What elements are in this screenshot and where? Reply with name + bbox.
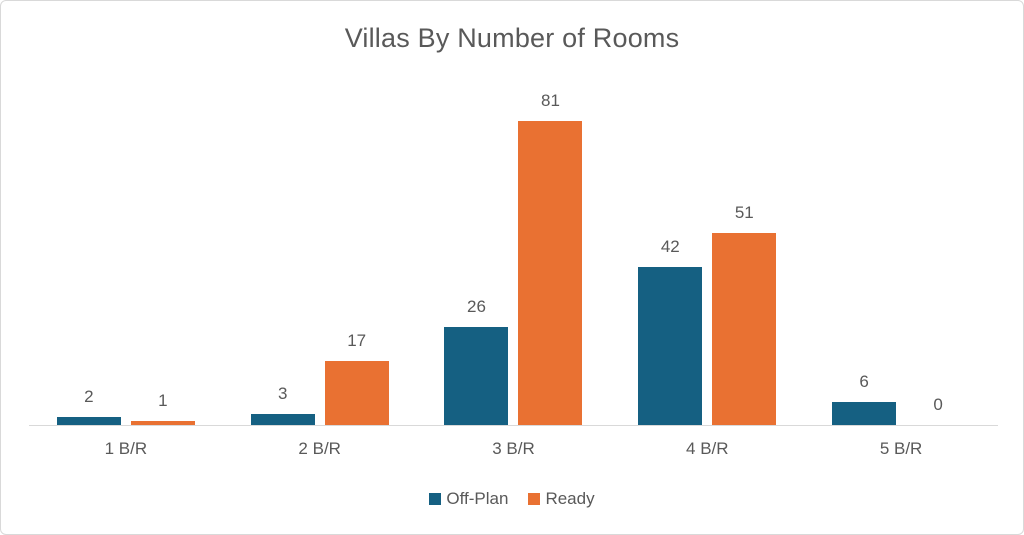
legend-label-ready: Ready: [545, 489, 595, 508]
bar-column: 42: [638, 237, 703, 425]
x-axis-label: 3 B/R: [492, 439, 535, 458]
bar-off-plan: [832, 402, 897, 425]
bar-column: 1: [130, 391, 195, 425]
bar-ready: [324, 361, 389, 425]
bar-column: 81: [518, 91, 583, 425]
bar-data-label: 2: [84, 387, 94, 406]
bar-data-label: 51: [734, 203, 754, 222]
bar-column: 26: [444, 297, 509, 425]
bar-column: 6: [832, 372, 897, 425]
chart-title: Villas By Number of Rooms: [344, 23, 680, 53]
bar-off-plan: [56, 417, 121, 425]
x-axis-label: 1 B/R: [104, 439, 148, 458]
bar-column: 17: [324, 331, 389, 425]
bar-column: 0: [906, 396, 970, 425]
bar-data-label: 17: [347, 331, 367, 350]
x-axis-labels: 1 B/R 2 B/R 3 B/R 4 B/R 5 B/R: [29, 439, 998, 459]
bar-ready: [712, 233, 777, 425]
bar-column: 2: [56, 387, 121, 425]
bar-ready: [518, 121, 583, 425]
bar-data-label: 0: [933, 395, 943, 414]
x-axis-label: 4 B/R: [686, 439, 729, 458]
bar-data-label: 26: [467, 297, 486, 316]
legend-swatch-ready: [528, 493, 541, 505]
bar-data-label: 42: [660, 237, 680, 256]
plot-area: 2 1 3 17 26 81 42 51 6 0: [29, 87, 998, 426]
legend-label-off-plan: Off-Plan: [446, 489, 509, 508]
bar-data-label: 1: [158, 391, 168, 410]
bar-data-label: 81: [541, 91, 560, 110]
legend: Off-Plan Ready: [1, 489, 1023, 509]
bar-off-plan: [638, 267, 703, 425]
x-axis-label: 2 B/R: [298, 439, 341, 458]
bar-off-plan: [250, 414, 315, 425]
bar-data-label: 3: [277, 384, 288, 403]
bar-column: 3: [250, 384, 315, 425]
x-axis-label: 5 B/R: [879, 439, 923, 458]
bar-group-3-b-r: 26 81: [417, 87, 611, 425]
bar-off-plan: [444, 327, 509, 425]
bar-group-4-b-r: 42 51: [610, 87, 804, 425]
legend-item-off-plan: Off-Plan: [429, 489, 508, 509]
bar-ready: [130, 421, 195, 425]
legend-item-ready: Ready: [528, 489, 595, 509]
bar-column: 51: [712, 203, 777, 425]
bar-data-label: 6: [859, 372, 869, 391]
legend-swatch-off-plan: [429, 493, 442, 505]
bar-group-2-b-r: 3 17: [223, 87, 417, 425]
